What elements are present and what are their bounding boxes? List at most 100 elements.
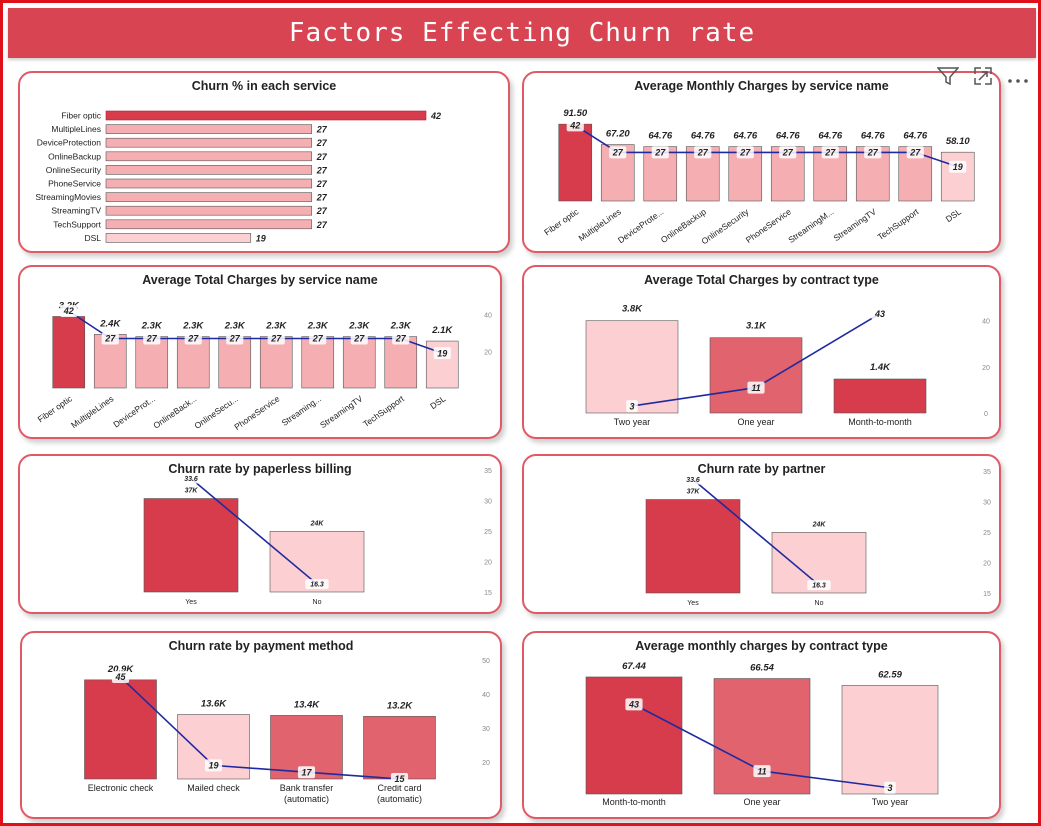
line-data-label: 42 [63,306,74,316]
line-data-label: 27 [395,334,407,344]
bar-data-label: 24K [812,521,827,528]
avg-total-charges-by-service-chart[interactable]: Average Total Charges by service name 3.… [18,265,502,439]
line-data-label: 27 [654,148,666,158]
category-label: MultipleLines [69,393,115,430]
bar-data-label: 13.2K [387,700,413,711]
chart-title: Average monthly charges by contract type [635,639,888,653]
bar-data-label: 2.1K [431,325,453,336]
bar [143,498,239,593]
data-label-bg [392,332,410,345]
data-label: 27 [316,138,328,148]
data-label-bg [305,579,329,590]
avg-total-charges-by-contract-chart[interactable]: Average Total Charges by contract type 3… [522,265,1001,439]
bar-data-label: 2.3K [348,321,370,332]
data-label-bg [807,580,831,591]
secondary-axis-tick: 30 [482,726,490,733]
data-label-bg [179,473,203,484]
line-data-label: 3 [887,783,892,793]
avg-monthly-charges-by-service-chart[interactable]: Average Monthly Charges by service name … [522,71,1001,253]
bar [105,110,427,121]
data-label-bg [906,146,924,159]
category-label: DSL [428,393,448,411]
chart-title: Average Total Charges by service name [142,273,378,287]
churn-by-paperless-billing-chart[interactable]: Churn rate by paperless billing 37K Yes 24… [18,454,502,614]
category-label: DeviceProte... [616,206,665,245]
category-label: TechSupport [53,219,101,229]
data-label: 27 [316,206,328,216]
bar-data-label: 24K [310,520,325,527]
chart-title: Churn rate by paperless billing [168,462,352,476]
data-label-bg [297,766,316,779]
bar-data-label: 64.76 [648,131,672,142]
secondary-axis-tick: 15 [983,591,991,598]
data-label-bg [753,765,771,778]
category-label: Fiber optic [61,111,101,121]
bar [52,316,86,389]
data-label-bg [184,332,202,345]
data-label: 27 [316,220,328,230]
data-label-bg [60,305,78,317]
data-label-bg [625,698,643,711]
data-label: 27 [316,193,328,203]
churn-by-service-plot: Fiber optic 42 MultipleLines 27 DeviceProtec… [35,110,441,244]
bar [105,137,313,148]
churn-by-partner-plot: 37K Yes 24K No 33.6 16.3 35 30 25 20 15 [645,469,991,607]
focus-mode-icon[interactable] [973,66,993,91]
bar-data-label: 91.50 [563,108,587,119]
category-label: StreamingTV [832,206,879,243]
line-data-label: 27 [739,148,751,158]
bar-data-label: 2.3K [224,321,246,332]
bar [363,716,436,780]
line-data-label: 33.6 [184,476,198,483]
data-label: 42 [430,111,441,121]
category-label: DeviceProt... [111,393,157,429]
category-label: TechSupport [876,206,921,242]
bar [176,336,210,389]
line-data-label: 27 [312,334,324,344]
data-label-bg [694,146,712,159]
secondary-axis-tick: 40 [482,692,490,699]
filter-icon[interactable] [936,66,960,91]
bar-data-label: 64.76 [776,131,800,142]
secondary-axis-tick: 35 [983,469,991,476]
data-label-bg [681,474,705,485]
line-series [119,676,400,780]
bar [709,337,803,414]
churn-by-service-chart[interactable]: Churn % in each service Fiber optic 42 Mul… [18,71,510,253]
line-data-label: 27 [146,334,158,344]
bar [342,336,376,389]
bar [558,123,593,202]
secondary-axis-tick: 0 [984,411,988,418]
line-data-label: 17 [301,767,312,777]
category-label: DSL [84,233,101,243]
avg-monthly-charges-by-contract-chart[interactable]: Average monthly charges by contract type… [522,631,1001,819]
chart-title: Churn rate by partner [697,462,826,476]
line-data-label: 33.6 [686,477,700,484]
chart-title: Churn % in each service [191,79,337,93]
line-data-label: 27 [353,334,365,344]
churn-by-partner-chart[interactable]: Churn rate by partner 37K Yes 24K No 33.6 16.… [522,454,1001,614]
data-label-bg [226,332,244,345]
churn-by-payment-method-chart[interactable]: Churn rate by payment method 20.9K Electr… [20,631,502,819]
category-label: Yes [185,599,197,606]
line-data-label: 27 [270,334,282,344]
secondary-axis-tick: 15 [484,590,492,597]
more-options-icon[interactable] [1007,68,1029,89]
secondary-axis-tick: 20 [484,349,492,356]
churn-by-paperless-billing-plot: 37K Yes 24K No 33.6 16.3 35 30 25 20 15 [143,468,492,606]
category-label: Mailed check [187,783,240,793]
line-data-label: 15 [394,774,405,784]
category-label: (automatic) [377,794,422,804]
bar-data-label: 13.6K [201,698,227,709]
churn-by-payment-method-plot: 20.9K Electronic check 13.6K Mailed check 13… [84,658,490,804]
bar [105,233,252,243]
category-label: Yes [687,600,699,607]
bar-data-label: 64.76 [733,131,757,142]
category-label: MultipleLines [51,124,101,134]
line-data-label: 11 [751,383,760,393]
category-label: PhoneService [232,393,281,432]
chart-title: Churn rate by payment method [168,639,354,653]
category-label: Two year [614,417,651,427]
category-label: (automatic) [284,794,329,804]
category-label: Month-to-month [602,797,666,807]
